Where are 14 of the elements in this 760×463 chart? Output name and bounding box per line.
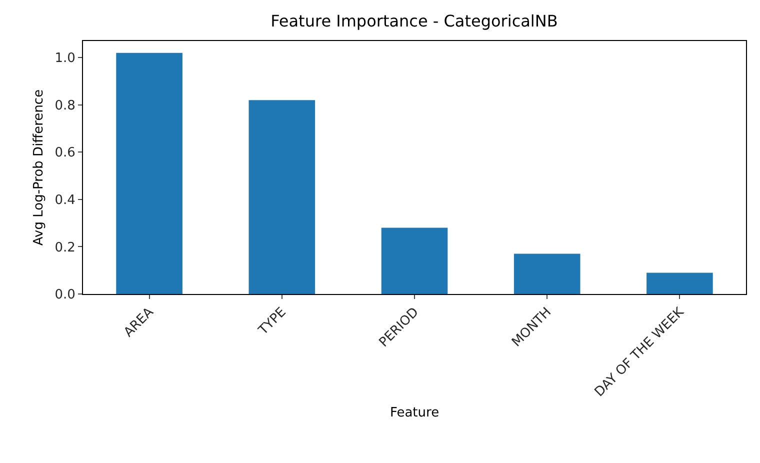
bar	[248, 100, 316, 294]
chart-title: Feature Importance - CategoricalNB	[270, 11, 558, 30]
y-tick-label: 0.8	[54, 98, 76, 114]
bar	[116, 52, 182, 294]
y-tick-label: 0.6	[54, 146, 76, 161]
y-tick-label: 0.0	[54, 288, 76, 303]
bar	[381, 228, 448, 294]
y-tick-label: 0.2	[54, 240, 76, 256]
x-axis-title: Feature	[390, 406, 440, 421]
y-tick-label: 0.4	[54, 192, 76, 208]
bar	[514, 254, 580, 294]
y-tick-label: 1.0	[54, 51, 76, 66]
y-axis-title: Avg Log-Prob Difference	[32, 89, 47, 246]
bar	[646, 272, 713, 294]
